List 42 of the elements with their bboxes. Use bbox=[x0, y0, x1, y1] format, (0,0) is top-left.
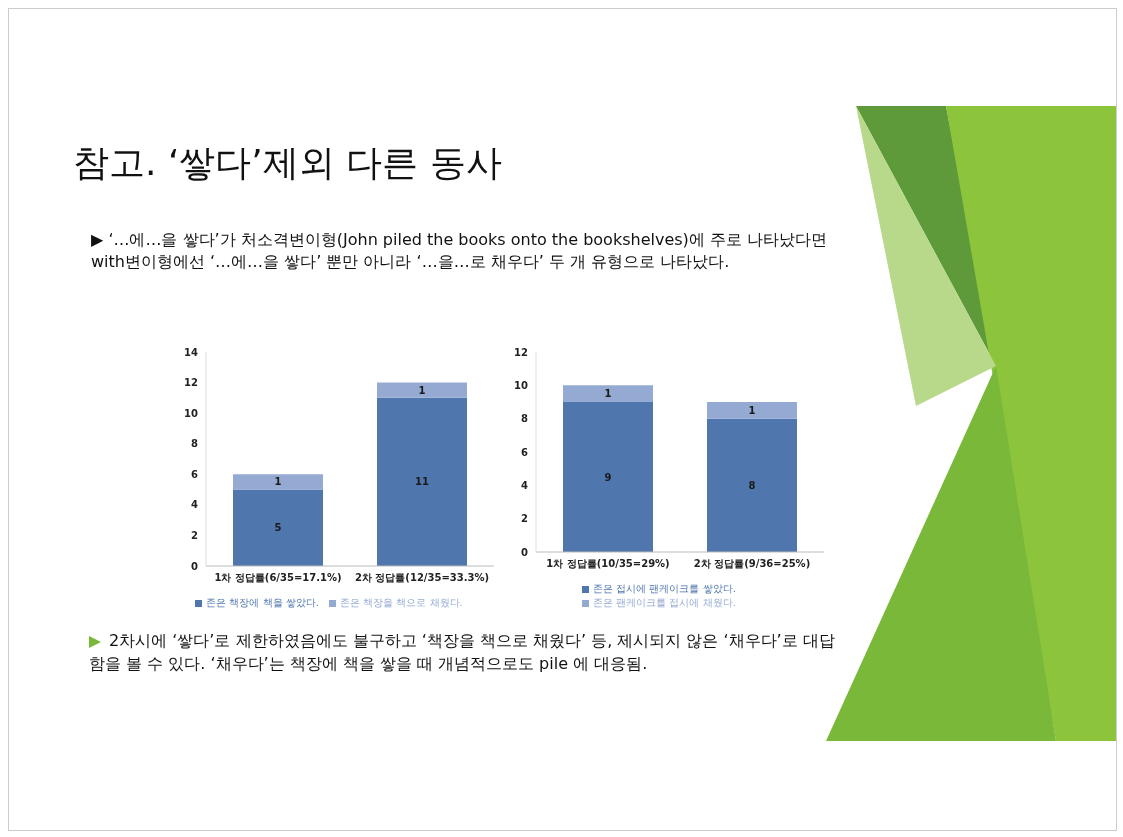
x-tick-label: 1차 정답률(6/35=17.1%) bbox=[214, 572, 342, 584]
bar bbox=[377, 382, 467, 398]
bar bbox=[233, 489, 323, 566]
y-tick-label: 2 bbox=[191, 529, 199, 541]
data-label: 1 bbox=[274, 476, 282, 488]
x-tick-label: 1차 정답률(10/35=29%) bbox=[546, 558, 670, 570]
y-tick-label: 0 bbox=[191, 560, 199, 572]
y-tick-label: 8 bbox=[521, 413, 529, 425]
y-tick-label: 8 bbox=[191, 438, 199, 450]
data-label: 1 bbox=[418, 384, 426, 396]
bar bbox=[563, 385, 653, 402]
legend-label: 존은 팬케이크를 접시에 채웠다. bbox=[593, 597, 736, 608]
y-tick-label: 2 bbox=[521, 513, 529, 525]
data-label: 9 bbox=[604, 471, 612, 483]
y-tick-label: 4 bbox=[191, 499, 199, 511]
x-tick-label: 2차 정답률(9/36=25%) bbox=[693, 558, 811, 570]
data-label: 1 bbox=[604, 388, 612, 400]
y-tick-label: 12 bbox=[514, 346, 529, 358]
data-label: 8 bbox=[748, 479, 756, 491]
y-tick-label: 6 bbox=[521, 446, 529, 458]
y-tick-label: 14 bbox=[184, 346, 199, 358]
y-tick-label: 4 bbox=[521, 479, 529, 491]
data-label: 5 bbox=[274, 522, 282, 534]
bar bbox=[707, 418, 797, 552]
y-tick-label: 6 bbox=[191, 468, 199, 480]
y-tick-label: 12 bbox=[184, 377, 199, 389]
bar bbox=[707, 402, 797, 419]
legend-label: 존은 책장을 책으로 채웠다. bbox=[340, 597, 463, 608]
y-tick-label: 10 bbox=[514, 379, 529, 391]
x-tick-label: 2차 정답률(12/35=33.3%) bbox=[354, 572, 490, 584]
legend-label: 존은 책장에 책을 쌓았다. bbox=[206, 597, 319, 608]
bar bbox=[563, 402, 653, 552]
y-tick-label: 10 bbox=[184, 407, 199, 419]
data-label: 1 bbox=[748, 404, 756, 416]
chart-subtitle: ▶ ‘…에…을 쌓다’가 처소격변이형(John piled the books onto the bookshelves)에 주로 나타났다면 with변이형에선 ‘…에…을 쌓다’ 뿐만 아니라 ‘…을…로 채우다’ 두 개 유형으로 나타났다. bbox=[91, 229, 828, 273]
chart-title: 참고. ‘쌓다’제외 다른 동사 bbox=[73, 141, 502, 185]
y-tick-label: 0 bbox=[521, 546, 529, 558]
data-label: 11 bbox=[415, 476, 429, 488]
bar bbox=[377, 397, 467, 566]
bar bbox=[233, 474, 323, 490]
legend-label: 존은 접시에 팬케이크를 쌓았다. bbox=[593, 583, 736, 594]
text: 2차시에 ‘쌓다’로 제한하였음에도 불구하고 ‘책장을 책으로 채웠다’ 등, 제시되지 않은 ‘채우다’로 대답함을 볼 수 있다. ‘채우다’는 책장에 책을 쌓을 때 개념적으로도 pile 에 대응됨. bbox=[89, 630, 836, 675]
